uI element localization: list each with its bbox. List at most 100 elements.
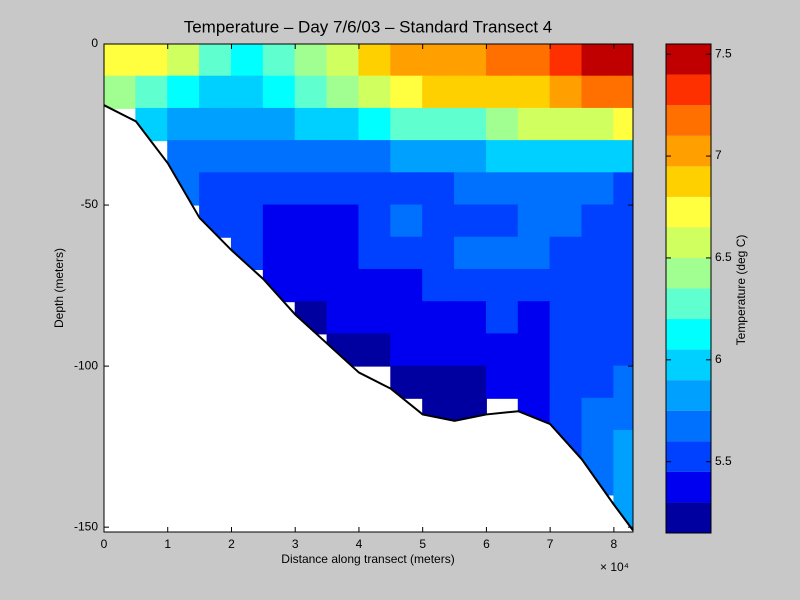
colorbar-band — [666, 441, 711, 472]
contour-cell — [422, 204, 456, 238]
contour-cell — [613, 397, 633, 432]
contour-cell — [485, 44, 519, 77]
contour-cell — [230, 204, 264, 238]
x-tick-label: 1 — [164, 537, 171, 551]
contour-cell — [581, 365, 615, 399]
contour-cell — [230, 140, 264, 174]
colorbar-band — [666, 135, 711, 167]
contour-cell — [454, 236, 487, 270]
colorbar-tick-label: 7 — [715, 148, 722, 162]
colorbar-tick-label: 5.5 — [715, 454, 732, 468]
contour-cell — [485, 301, 519, 335]
contour-cell — [485, 107, 519, 142]
contour-cell — [485, 365, 519, 399]
contour-cell — [422, 268, 456, 303]
contour-cell — [135, 44, 169, 77]
contour-cell — [262, 204, 296, 238]
contour-cell — [517, 44, 551, 77]
contour-cell — [358, 75, 392, 109]
contour-field — [104, 44, 633, 528]
contour-cell — [581, 236, 615, 270]
contour-cell — [294, 268, 328, 303]
contour-cell — [326, 236, 360, 270]
colorbar-band — [666, 288, 711, 320]
contour-cell — [517, 204, 551, 238]
contour-cell — [294, 107, 328, 142]
contour-cell — [485, 333, 519, 367]
contour-cell — [326, 140, 360, 174]
contour-cell — [517, 107, 551, 142]
contour-cell — [549, 75, 583, 109]
contour-cell — [167, 75, 201, 109]
colorbar-tick-label: 6 — [715, 352, 722, 366]
contour-cell — [517, 301, 551, 335]
contour-cell — [454, 204, 487, 238]
contour-cell — [454, 107, 487, 142]
contour-cell — [390, 75, 424, 109]
contour-cell — [326, 204, 360, 238]
contour-cell — [581, 140, 615, 174]
contour-cell — [454, 44, 487, 77]
contour-cell — [262, 172, 296, 206]
chart-title: Temperature – Day 7/6/03 – Standard Tran… — [184, 17, 553, 36]
contour-cell — [199, 140, 232, 174]
colorbar-band — [666, 44, 711, 75]
bottom-line — [103, 104, 634, 531]
colorbar-band — [666, 410, 711, 442]
x-tick-label: 0 — [101, 537, 108, 551]
contour-cell — [485, 140, 519, 174]
contour-cell — [390, 204, 424, 238]
contour-cell — [358, 107, 392, 142]
contour-cell — [454, 268, 487, 303]
contour-cell — [454, 301, 487, 335]
contour-cell — [390, 140, 424, 174]
x-tick-label: 2 — [228, 537, 235, 551]
x-tick-label: 4 — [356, 537, 363, 551]
x-tick-label: 7 — [547, 537, 554, 551]
contour-cell — [262, 140, 296, 174]
contour-cell — [422, 333, 456, 367]
contour-cell — [517, 75, 551, 109]
contour-cell — [581, 172, 615, 206]
contour-cell — [454, 140, 487, 174]
contour-cell — [422, 365, 456, 399]
contour-cell — [613, 107, 633, 142]
contour-cell — [549, 365, 583, 399]
contour-cell — [517, 236, 551, 270]
x-exponent-label: × 10⁴ — [600, 560, 629, 574]
contour-cell — [294, 236, 328, 270]
contour-cell — [390, 172, 424, 206]
contour-cell — [454, 365, 487, 399]
contour-cell — [294, 44, 328, 77]
y-tick-label: -150 — [74, 519, 98, 533]
contour-cell — [581, 75, 615, 109]
contour-cell — [549, 397, 583, 432]
contour-cell — [262, 107, 296, 142]
contour-cell — [230, 107, 264, 142]
contour-cell — [358, 236, 392, 270]
colorbar-band — [666, 471, 711, 503]
contour-cell — [549, 140, 583, 174]
contour-cell — [517, 140, 551, 174]
colorbar-band — [666, 74, 711, 106]
contour-cell — [167, 44, 201, 77]
contour-cell — [422, 107, 456, 142]
contour-cell — [613, 204, 633, 238]
contour-cell — [422, 301, 456, 335]
contour-cell — [422, 75, 456, 109]
contour-cell — [485, 236, 519, 270]
contour-cell — [199, 44, 232, 77]
axes: 0 1 2 3 4 5 6 7 8 0 -50 -100 -150 5.5 6 6.5 7 7.5 — [74, 36, 732, 551]
contour-cell — [454, 75, 487, 109]
contour-cell — [326, 172, 360, 206]
contour-cell — [549, 236, 583, 270]
contour-cell — [485, 172, 519, 206]
colorbar-band — [666, 502, 711, 533]
contour-cell — [390, 301, 424, 335]
contour-cell — [517, 172, 551, 206]
contour-cell — [294, 75, 328, 109]
contour-cell — [294, 172, 328, 206]
colorbar-band — [666, 257, 711, 289]
contour-cell — [294, 140, 328, 174]
